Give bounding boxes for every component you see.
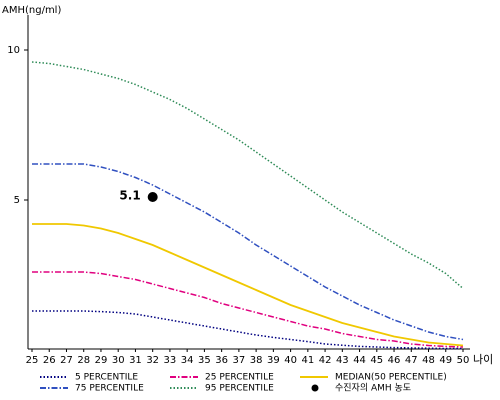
x-tick-label: 37 (233, 355, 246, 366)
y-axis-label: AMH(ng/ml) (2, 5, 61, 16)
x-tick-label: 50 (457, 355, 470, 366)
x-tick-label: 31 (129, 355, 142, 366)
x-tick-label: 38 (250, 355, 263, 366)
legend-label: 95 PERCENTILE (205, 384, 274, 394)
series-line (32, 271, 464, 348)
x-tick-label: 39 (267, 355, 280, 366)
legend-label: MEDIAN(50 PERCENTILE) (335, 373, 447, 383)
x-tick-label: 29 (95, 355, 108, 366)
legend-marker (311, 384, 319, 392)
x-tick-label: 28 (77, 355, 90, 366)
y-tick-label: 10 (7, 45, 20, 56)
x-tick-label: 47 (405, 355, 418, 366)
series-line (31, 61, 464, 290)
x-tick-label: 44 (353, 355, 366, 366)
series-line (32, 163, 464, 341)
x-tick-label: 43 (336, 355, 349, 366)
x-tick-label: 34 (181, 355, 194, 366)
x-tick-label: 27 (60, 355, 73, 366)
legend-label: 5 PERCENTILE (75, 373, 138, 383)
y-tick-label: 5 (14, 195, 20, 206)
x-tick-label: 25 (26, 355, 39, 366)
x-tick-label: 33 (164, 355, 177, 366)
x-axis-label: 나이 (473, 353, 493, 366)
data-label: 5.1 (119, 189, 140, 203)
x-tick-label: 41 (301, 355, 314, 366)
legend-label: 75 PERCENTILE (75, 384, 144, 394)
series-line (32, 310, 463, 350)
legend-label: 25 PERCENTILE (205, 373, 274, 383)
x-tick-label: 30 (112, 355, 125, 366)
data-point (147, 192, 158, 202)
x-tick-label: 40 (284, 355, 297, 366)
x-tick-label: 42 (319, 355, 332, 366)
x-tick-label: 26 (43, 355, 56, 366)
x-tick-label: 49 (439, 355, 452, 366)
x-tick-label: 32 (146, 355, 159, 366)
x-tick-label: 35 (198, 355, 211, 366)
series-line (32, 223, 464, 347)
x-tick-label: 48 (422, 355, 435, 366)
legend-label: 수진자의 AMH 농도 (335, 383, 411, 394)
x-tick-label: 36 (215, 355, 228, 366)
x-tick-label: 46 (388, 355, 401, 366)
x-tick-label: 45 (370, 355, 383, 366)
